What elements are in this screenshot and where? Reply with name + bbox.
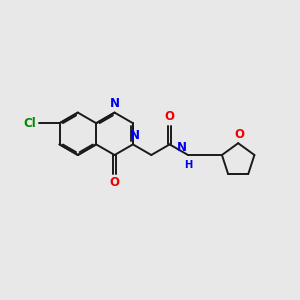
Text: H: H bbox=[184, 160, 193, 170]
Text: N: N bbox=[129, 129, 140, 142]
Text: O: O bbox=[110, 176, 120, 189]
Text: N: N bbox=[176, 140, 187, 154]
Text: N: N bbox=[110, 97, 120, 110]
Text: Cl: Cl bbox=[23, 117, 36, 130]
Text: O: O bbox=[235, 128, 245, 141]
Text: O: O bbox=[165, 110, 175, 123]
